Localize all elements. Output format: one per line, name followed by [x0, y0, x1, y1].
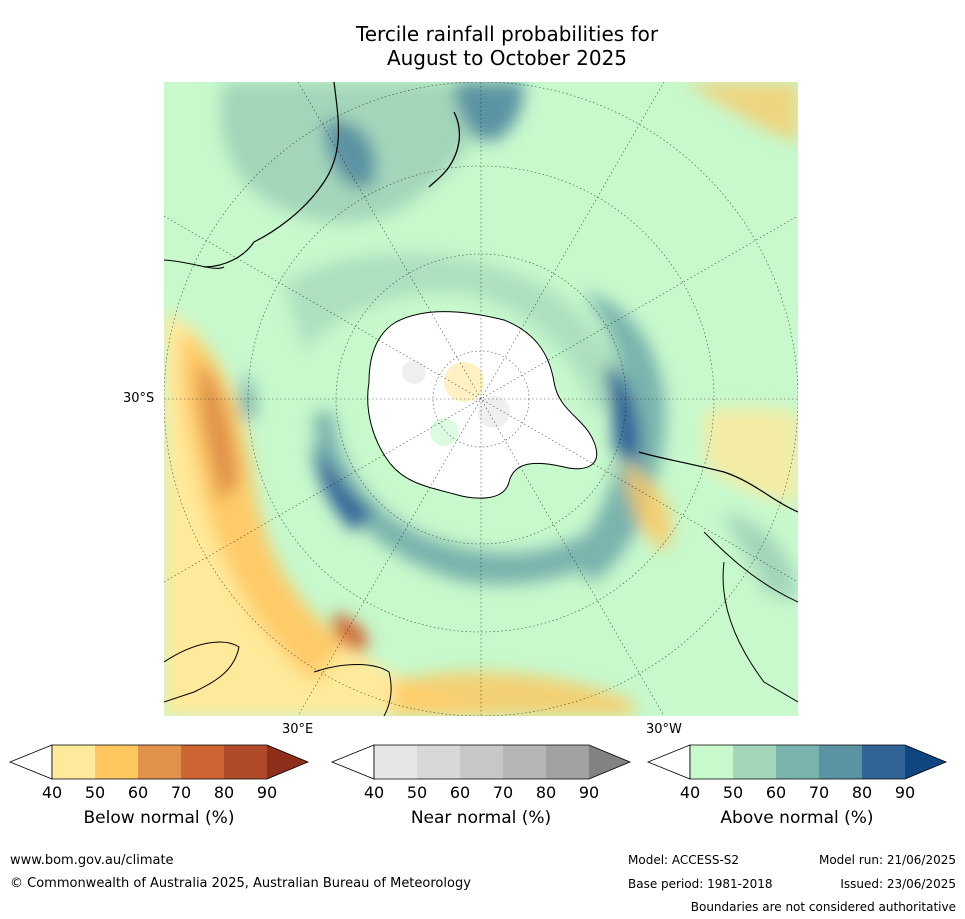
colorbar-segment — [546, 745, 589, 779]
probability-map — [164, 82, 798, 716]
colorbar-segment-white — [330, 744, 375, 780]
title-line-2: August to October 2025 — [386, 46, 628, 70]
map-title: Tercile rainfall probabilities for Augus… — [0, 22, 965, 70]
tick-label: 80 — [213, 783, 235, 802]
tick-label: 90 — [578, 783, 600, 802]
colorbar-segment — [862, 745, 905, 779]
colorbar-below — [8, 744, 310, 780]
tick-label: 90 — [256, 783, 278, 802]
colorbar-segment — [417, 745, 460, 779]
colorbar-segment — [503, 745, 546, 779]
lon-label-30w: 30°W — [646, 722, 682, 737]
tick-label: 50 — [406, 783, 428, 802]
colorbar-segment-white — [646, 744, 691, 780]
colorbar-near-title: Near normal (%) — [410, 808, 552, 828]
issued-text: Issued: 23/06/2025 — [840, 877, 956, 891]
model-text: Model: ACCESS-S2 — [628, 853, 740, 867]
tick-label: 60 — [765, 783, 787, 802]
colorbar-segment — [733, 745, 776, 779]
colorbar-segment-arrow — [905, 745, 946, 779]
colorbar-segment-white — [8, 744, 53, 780]
tick-label: 60 — [127, 783, 149, 802]
lon-label-30e: 30°E — [282, 722, 314, 737]
tick-label: 80 — [535, 783, 557, 802]
colorbar-outline — [51, 744, 310, 780]
colorbar-segment — [690, 745, 733, 779]
disclaimer-text: Boundaries are not considered authoritat… — [690, 900, 956, 914]
tick-label: 40 — [679, 783, 701, 802]
colorbar-above-title: Above normal (%) — [720, 808, 874, 828]
colorbar-above — [646, 744, 948, 780]
colorbar-below-title: Below normal (%) — [83, 808, 235, 828]
tick-label: 70 — [170, 783, 192, 802]
tick-label: 60 — [449, 783, 471, 802]
colorbar-segment-arrow — [267, 745, 308, 779]
copyright-text: © Commonwealth of Australia 2025, Austra… — [10, 876, 471, 891]
colorbar-segment — [181, 745, 224, 779]
colorbar-segment-arrow — [589, 745, 630, 779]
colorbar-outline — [689, 744, 948, 780]
colorbar-segment — [819, 745, 862, 779]
colorbar-segment — [776, 745, 819, 779]
tick-label: 90 — [894, 783, 916, 802]
lat-label-30s: 30°S — [123, 391, 155, 406]
colorbar-segment — [52, 745, 95, 779]
model-run-text: Model run: 21/06/2025 — [818, 853, 956, 867]
colorbar-segment — [374, 745, 417, 779]
tick-label: 80 — [851, 783, 873, 802]
tick-label: 40 — [363, 783, 385, 802]
base-period-text: Base period: 1981-2018 — [628, 877, 773, 891]
tick-label: 70 — [808, 783, 830, 802]
colorbar-outline — [373, 744, 632, 780]
tick-label: 50 — [722, 783, 744, 802]
tick-label: 50 — [84, 783, 106, 802]
colorbar-segment — [95, 745, 138, 779]
website-link[interactable]: www.bom.gov.au/climate — [10, 853, 174, 868]
colorbar-segment — [224, 745, 267, 779]
tick-label: 70 — [492, 783, 514, 802]
title-line-1: Tercile rainfall probabilities for — [355, 22, 659, 46]
colorbar-segment — [138, 745, 181, 779]
colorbar-near — [330, 744, 632, 780]
colorbar-segment — [460, 745, 503, 779]
tick-label: 40 — [41, 783, 63, 802]
